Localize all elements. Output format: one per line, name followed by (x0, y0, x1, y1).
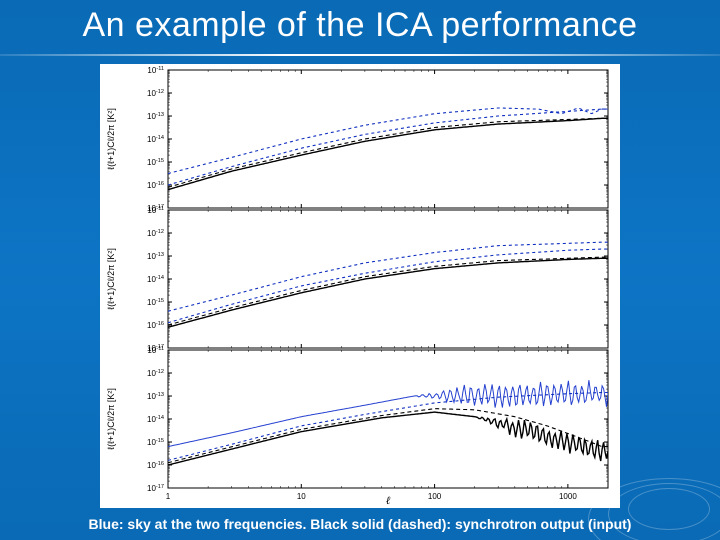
svg-text:ℓ(ℓ+1)Cℓ/2π [K²]: ℓ(ℓ+1)Cℓ/2π [K²] (106, 388, 116, 450)
slide-caption: Blue: sky at the two frequencies. Black … (0, 516, 720, 532)
svg-text:10: 10 (297, 492, 306, 501)
chart-area: 10-17 10-16 10-15 10-14 10-13 10-12 10-11 ℓ(ℓ+1… (100, 64, 620, 508)
svg-text:100: 100 (428, 492, 442, 501)
svg-text:10-15: 10-15 (147, 158, 164, 167)
svg-text:10-13: 10-13 (147, 112, 164, 121)
svg-text:10-14: 10-14 (147, 275, 164, 284)
slide: An example of the ICA performance 10-171… (0, 0, 720, 540)
svg-text:10-13: 10-13 (147, 392, 164, 401)
svg-text:10-12: 10-12 (147, 369, 164, 378)
svg-text:10-13: 10-13 (147, 252, 164, 261)
svg-text:10-17: 10-17 (147, 484, 164, 493)
svg-text:10-14: 10-14 (147, 415, 164, 424)
svg-text:10-16: 10-16 (147, 461, 164, 470)
slide-title: An example of the ICA performance (0, 6, 720, 45)
title-underline (0, 54, 720, 56)
svg-text:10-12: 10-12 (147, 229, 164, 238)
svg-text:1000: 1000 (559, 492, 577, 501)
svg-text:10-15: 10-15 (147, 438, 164, 447)
svg-text:10-16: 10-16 (147, 181, 164, 190)
power-spectra-chart: 10-17 10-16 10-15 10-14 10-13 10-12 10-11 ℓ(ℓ+1… (100, 64, 620, 508)
svg-text:10-15: 10-15 (147, 298, 164, 307)
svg-text:10-16: 10-16 (147, 321, 164, 330)
svg-text:ℓ(ℓ+1)Cℓ/2π [K²]: ℓ(ℓ+1)Cℓ/2π [K²] (106, 248, 116, 310)
svg-text:1: 1 (166, 492, 171, 501)
svg-text:10-11: 10-11 (147, 346, 164, 355)
svg-text:10-12: 10-12 (147, 89, 164, 98)
svg-text:10-11: 10-11 (147, 206, 164, 215)
svg-text:10-14: 10-14 (147, 135, 164, 144)
svg-text:10-11: 10-11 (147, 66, 164, 75)
svg-text:ℓ: ℓ (386, 495, 391, 507)
svg-text:ℓ(ℓ+1)Cℓ/2π [K²]: ℓ(ℓ+1)Cℓ/2π [K²] (106, 108, 116, 170)
